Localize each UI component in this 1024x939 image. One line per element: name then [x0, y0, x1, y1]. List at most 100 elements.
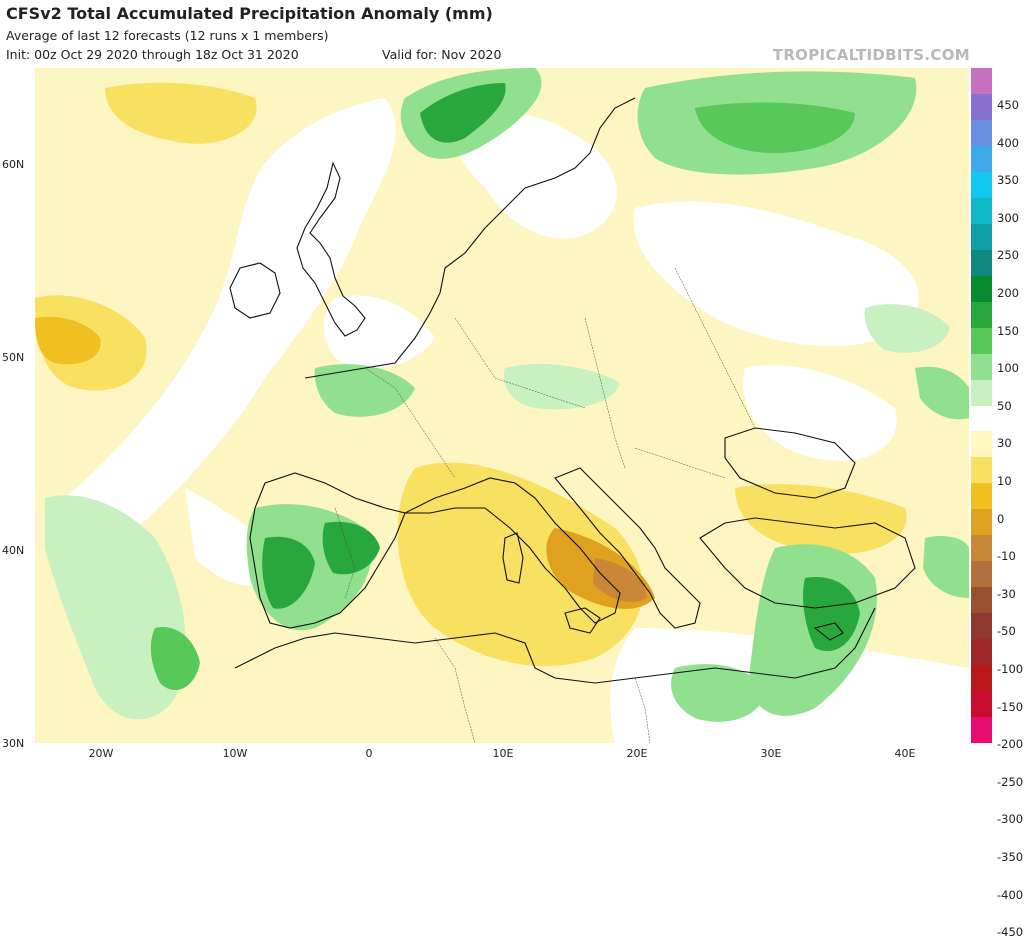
coastline-black-sea	[724, 427, 856, 499]
map-subtitle: Average of last 12 forecasts (12 runs x …	[6, 28, 329, 43]
colorbar-segment	[971, 275, 992, 303]
coastline-balkans	[554, 467, 701, 629]
colorbar-segment	[971, 483, 992, 510]
coastline-ireland	[229, 262, 281, 319]
colorbar-segment	[971, 639, 992, 666]
colorbar-segment	[971, 379, 992, 406]
near-normal-region-benelux	[323, 295, 435, 369]
lon-label-10e: 10E	[492, 747, 514, 760]
border-romania	[634, 447, 726, 479]
colorbar-label: 30	[997, 436, 1012, 451]
lon-label-20w: 20W	[88, 747, 114, 760]
wet-anomaly-russia-south	[864, 304, 950, 353]
wet-anomaly-egypt	[671, 664, 765, 722]
colorbar-segment	[971, 249, 992, 277]
border-spain-portugal	[334, 507, 356, 599]
lat-label-50n: 50N	[2, 351, 25, 364]
colorbar-segment	[971, 691, 992, 718]
near-normal-region-east-europe	[633, 201, 919, 347]
colorbar-segment	[971, 509, 992, 536]
colorbar-segment	[971, 431, 992, 458]
init-time: Init: 00z Oct 29 2020 through 18z Oct 31…	[6, 47, 299, 62]
lon-label-0: 0	[365, 747, 373, 760]
colorbar-label: 200	[997, 286, 1019, 300]
wet-anomaly-iberia-core	[262, 536, 315, 609]
colorbar-label: 10	[997, 474, 1012, 488]
colorbar-segment	[971, 457, 992, 484]
precipitation-anomaly-map	[35, 68, 969, 743]
colorbar-segment	[971, 197, 992, 225]
colorbar-segment	[971, 93, 992, 121]
colorbar-label: 250	[997, 248, 1019, 263]
wet-anomaly-norway-core	[420, 83, 506, 143]
colorbar-label: -100	[997, 662, 1024, 676]
coastline-north-sea	[304, 97, 636, 379]
colorbar-label: -450	[997, 925, 1024, 939]
lat-label-30n: 30N	[2, 737, 25, 750]
wet-anomaly-france-north	[314, 364, 415, 417]
colorbar-label: 150	[997, 323, 1019, 338]
colorbar	[971, 68, 992, 744]
colorbar-segment	[971, 405, 992, 432]
wet-anomaly-alps	[503, 363, 620, 410]
wet-anomaly-levant-core	[803, 577, 860, 652]
wet-anomaly-caspian	[915, 366, 969, 420]
lat-label-60n: 60N	[2, 158, 25, 171]
coastline-north-africa	[234, 607, 876, 684]
colorbar-label: -400	[997, 887, 1024, 902]
colorbar-segment	[971, 717, 992, 744]
border-libya-egypt	[634, 677, 651, 743]
near-normal-region-atlantic	[65, 98, 396, 548]
colorbar-label: 450	[997, 98, 1019, 112]
colorbar-label: -350	[997, 850, 1024, 864]
border-germany	[454, 317, 586, 409]
lat-label-40n: 40N	[2, 544, 25, 557]
colorbar-segment	[971, 145, 992, 173]
wet-anomaly-subtropical-atlantic	[45, 495, 186, 720]
colorbar-segment	[971, 68, 992, 95]
colorbar-label: -250	[997, 774, 1024, 789]
map-title: CFSv2 Total Accumulated Precipitation An…	[6, 4, 493, 23]
coastline-italy	[404, 477, 621, 624]
colorbar-label: 100	[997, 361, 1019, 376]
near-normal-region-scandinavia	[454, 111, 617, 239]
lon-label-30e: 30E	[760, 747, 782, 760]
dry-anomaly-turkey	[735, 484, 907, 554]
border-france-east	[364, 367, 456, 479]
colorbar-label: 50	[997, 398, 1012, 413]
dry-anomaly-atlantic-core	[35, 316, 101, 365]
colorbar-segment	[971, 327, 992, 355]
border-algeria-tunisia	[434, 637, 476, 743]
country-borders	[334, 267, 756, 743]
colorbar-segment	[971, 587, 992, 614]
border-poland	[584, 317, 626, 469]
near-normal-region-black-sea	[743, 365, 897, 461]
colorbar-label: -150	[997, 699, 1024, 714]
coastline-sardinia-corsica	[502, 532, 524, 584]
colorbar-label: -10	[997, 549, 1016, 564]
map-canvas	[35, 68, 969, 743]
wet-anomaly-spain-east	[322, 521, 380, 575]
colorbar-segment	[971, 223, 992, 251]
lon-label-20e: 20E	[626, 747, 648, 760]
colorbar-segment	[971, 613, 992, 640]
colorbar-segment	[971, 561, 992, 588]
colorbar-label: -200	[997, 737, 1024, 752]
colorbar-segment	[971, 665, 992, 692]
colorbar-label: 0	[997, 511, 1005, 526]
coastline-anatolia	[699, 517, 916, 609]
brand-watermark: TROPICALTIDBITS.COM	[772, 46, 970, 64]
colorbar-segment	[971, 535, 992, 562]
colorbar-label: 300	[997, 210, 1019, 225]
wet-anomaly-caucasus-south	[923, 536, 969, 598]
valid-time: Valid for: Nov 2020	[382, 47, 502, 62]
dry-anomaly-north-atlantic	[105, 82, 257, 144]
colorbar-label: -30	[997, 586, 1016, 601]
lon-label-40e: 40E	[894, 747, 916, 760]
colorbar-label: 350	[997, 173, 1019, 188]
coastline-cyprus	[813, 622, 844, 641]
colorbar-segment	[971, 171, 992, 199]
coastline-iberia	[249, 472, 406, 629]
colorbar-segment	[971, 119, 992, 147]
colorbar-segment	[971, 301, 992, 329]
